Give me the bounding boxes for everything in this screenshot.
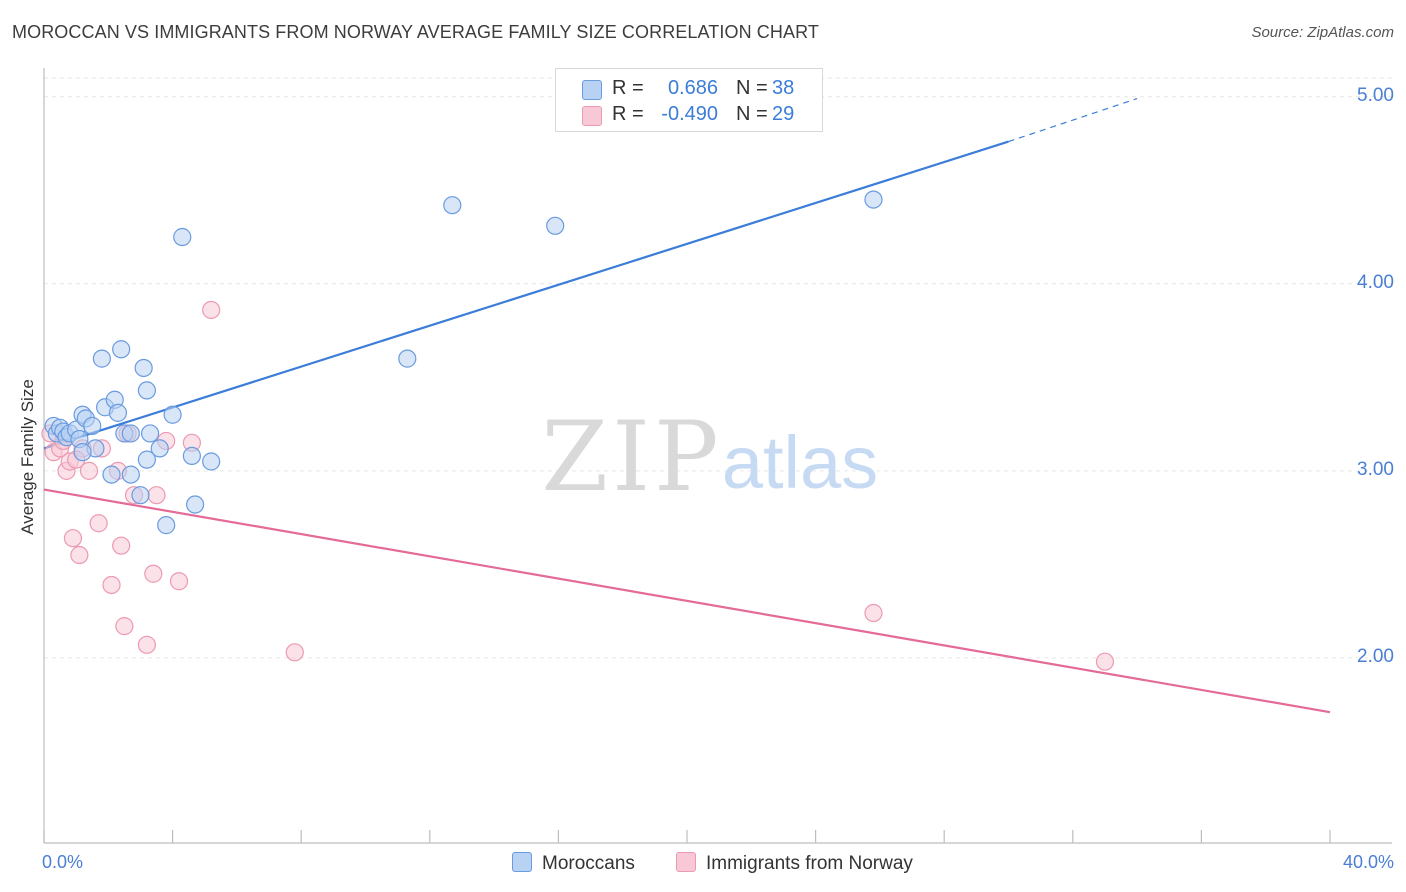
point-norway (1095, 652, 1115, 671)
point-norway (79, 461, 99, 480)
point-norway (112, 536, 131, 555)
watermark-zip: ZIP (541, 401, 722, 513)
point-norway (102, 575, 121, 595)
point-norway (864, 603, 883, 623)
point-moroccans (137, 381, 156, 400)
legend-r-label: R = (612, 77, 644, 99)
chart-title: MOROCCAN VS IMMIGRANTS FROM NORWAY AVERA… (12, 22, 819, 42)
bottom-legend-label-norway: Immigrants from Norway (706, 853, 913, 874)
trend-line-norway (43, 488, 1331, 714)
point-moroccans (137, 450, 156, 469)
point-norway (202, 300, 221, 320)
point-moroccans (73, 443, 92, 462)
y-tick-label: 3.00 (1357, 458, 1394, 480)
trend-line-moroccans-extension (1008, 98, 1138, 143)
y-tick-label: 4.00 (1357, 271, 1394, 293)
grid-layer (44, 77, 1395, 659)
point-moroccans (150, 439, 169, 458)
legend-r-label: R = (612, 103, 644, 125)
point-moroccans (121, 465, 140, 484)
point-moroccans (443, 196, 462, 215)
legend-row-moroccans: R = 0.686 N = 38 (556, 77, 822, 103)
point-norway (63, 529, 83, 548)
point-moroccans (186, 495, 205, 514)
axes-layer (43, 68, 1392, 844)
legend-n-value: 38 (772, 77, 795, 99)
bottom-legend-swatch-norway (676, 852, 696, 872)
correlation-legend: R = 0.686 N = 38 R = -0.490 N = 29 (555, 68, 823, 132)
point-norway (285, 643, 304, 662)
source-label: Source: ZipAtlas.com (1251, 24, 1394, 41)
x-tick-label-left: 0.0% (42, 852, 84, 872)
point-moroccans (864, 190, 883, 209)
legend-n-value: 29 (772, 103, 795, 125)
point-moroccans (102, 465, 121, 484)
point-norway (89, 514, 108, 533)
point-moroccans (163, 405, 182, 424)
legend-r-value: 0.686 (667, 77, 718, 99)
point-norway (147, 486, 166, 505)
trend-layer (43, 98, 1331, 714)
point-moroccans (182, 446, 201, 465)
y-axis-label: Average Family Size (18, 379, 37, 535)
y-tick-label: 5.00 (1357, 84, 1394, 106)
point-moroccans (173, 227, 192, 247)
legend-r-value: -0.490 (661, 103, 718, 125)
point-moroccans (121, 424, 140, 443)
point-moroccans (134, 358, 153, 378)
trend-line-moroccans (43, 140, 1009, 450)
point-moroccans (112, 340, 131, 359)
x-tick-label-right: 40.0% (1342, 852, 1394, 872)
watermark-atlas: atlas (722, 421, 878, 504)
point-norway (144, 564, 163, 583)
point-moroccans (202, 452, 221, 471)
legend-n-label: N = (736, 103, 768, 125)
legend-swatch-moroccans (582, 80, 602, 100)
point-moroccans (398, 349, 417, 368)
point-norway (169, 572, 189, 591)
y-tick-label: 2.00 (1357, 645, 1394, 667)
bottom-legend-label-moroccans: Moroccans (542, 853, 635, 874)
point-moroccans (140, 424, 160, 443)
bottom-legend-norway: Immigrants from Norway (676, 852, 913, 875)
point-moroccans (546, 216, 565, 235)
legend-n-label: N = (736, 77, 768, 99)
point-moroccans (92, 349, 111, 368)
point-norway (115, 617, 134, 636)
point-moroccans (157, 516, 176, 535)
point-moroccans (131, 486, 150, 505)
bottom-legend-swatch-moroccans (512, 852, 532, 872)
point-moroccans (83, 416, 102, 436)
points-layer (41, 190, 1115, 671)
point-norway (70, 545, 89, 565)
legend-row-norway: R = -0.490 N = 29 (556, 103, 822, 129)
bottom-legend-moroccans: Moroccans (512, 852, 635, 875)
legend-swatch-norway (582, 106, 602, 126)
point-norway (137, 635, 156, 654)
point-moroccans (108, 403, 128, 422)
watermark: ZIP atlas (541, 401, 878, 513)
